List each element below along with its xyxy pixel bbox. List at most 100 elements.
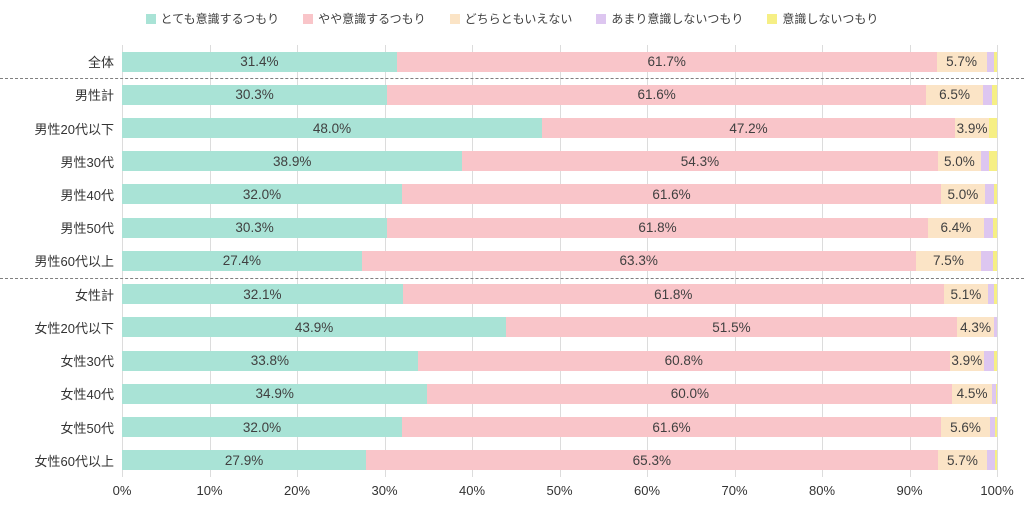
bar-segment: 38.9% [122, 151, 463, 172]
bar-segment: 4.3% [956, 317, 995, 338]
x-axis-tick-label: 50% [546, 483, 573, 498]
chart-row: 男性計 30.3% 61.6% 6.5% [0, 78, 1024, 111]
bar-segment: 63.3% [361, 250, 916, 271]
chart-row: 男性20代以下 48.0% 47.2% 3.9% [0, 111, 1024, 144]
chart-row: 男性50代 30.3% 61.8% 6.4% [0, 211, 1024, 244]
segment-value-label: 63.3% [619, 253, 658, 269]
row-category-label: 女性60代以上 [34, 453, 114, 469]
chart-row: 女性20代以下 43.9% 51.5% 4.3% [0, 311, 1024, 344]
bar-segment: 3.9% [955, 118, 990, 139]
segment-value-label: 54.3% [680, 153, 720, 169]
bar-segment [991, 383, 997, 404]
segment-value-label: 65.3% [632, 452, 671, 468]
row-category-label: 女性50代 [60, 420, 114, 436]
bar-segment: 5.7% [936, 51, 987, 72]
row-category-label: 女性計 [74, 287, 114, 303]
bar-segment [991, 84, 997, 105]
x-axis-tick-label: 100% [980, 483, 1014, 498]
bar-segment: 5.1% [943, 284, 989, 305]
bar-segment: 61.7% [396, 51, 937, 72]
segment-value-label: 51.5% [712, 319, 751, 335]
segment-value-label: 33.8% [250, 353, 290, 369]
segment-value-label: 3.9% [951, 353, 983, 369]
bar-segment: 34.9% [122, 383, 428, 404]
bar-segment [993, 51, 997, 72]
legend-swatch-icon [449, 13, 460, 24]
segment-value-label: 27.4% [222, 253, 262, 269]
x-axis-tick-label: 10% [196, 483, 223, 498]
row-category-label: 男性40代 [60, 187, 114, 203]
segment-value-label: 43.9% [294, 319, 334, 335]
bar-segment: 61.6% [387, 84, 927, 105]
bar-segment [990, 417, 996, 438]
segment-value-label: 6.4% [940, 220, 972, 236]
bar-segment [989, 118, 997, 139]
x-axis-tick-label: 0% [112, 483, 132, 498]
bar-segment: 65.3% [366, 450, 938, 471]
row-category-label: 全体 [87, 55, 114, 71]
bar-segment: 6.5% [926, 84, 983, 105]
stacked-bar: 27.4% 63.3% 7.5% [122, 250, 997, 271]
segment-value-label: 6.5% [939, 87, 970, 103]
chart-row: 女性計 32.1% 61.8% 5.1% [0, 278, 1024, 311]
chart-legend: とても意識するつもり やや意識するつもり どちらともいえない あまり意識しないつ… [0, 10, 1024, 27]
chart-rows: 全体 31.4% 61.7% 5.7% 男性計 30.3% 61.6% 6.5% 男性2… [0, 45, 1024, 477]
bar-segment: 32.0% [122, 184, 402, 205]
bar-segment [983, 350, 994, 371]
x-axis-tick-label: 70% [721, 483, 748, 498]
segment-value-label: 34.9% [255, 386, 294, 402]
segment-value-label: 5.0% [943, 153, 975, 169]
segment-value-label: 30.3% [235, 220, 274, 236]
row-category-label: 男性20代以下 [34, 121, 114, 137]
segment-value-label: 7.5% [933, 253, 964, 269]
row-category-label: 女性40代 [60, 387, 114, 403]
bar-segment [981, 250, 993, 271]
bar-segment: 43.9% [122, 317, 507, 338]
bar-segment: 5.0% [937, 151, 982, 172]
legend-label: とても意識するつもり [160, 12, 280, 26]
segment-value-label: 60.0% [670, 386, 710, 402]
row-category-label: 男性60代以上 [34, 254, 114, 270]
legend-item: どちらともいえない [449, 10, 572, 27]
stacked-bar: 32.1% 61.8% 5.1% [122, 284, 997, 305]
bar-segment: 5.7% [937, 450, 988, 471]
stacked-bar: 27.9% 65.3% 5.7% [122, 450, 997, 471]
segment-value-label: 3.9% [956, 120, 988, 136]
segment-value-label: 60.8% [664, 353, 703, 369]
x-axis-tick-label: 20% [283, 483, 311, 498]
bar-segment: 33.8% [122, 350, 418, 371]
chart-row: 男性60代以上 27.4% 63.3% 7.5% [0, 244, 1024, 277]
bar-segment: 61.8% [402, 284, 944, 305]
gridline [997, 45, 998, 477]
bar-segment [995, 450, 997, 471]
stacked-bar: 34.9% 60.0% 4.5% [122, 383, 997, 404]
chart-row: 女性40代 34.9% 60.0% 4.5% [0, 377, 1024, 410]
row-category-label: 男性計 [74, 88, 114, 104]
bar-segment [981, 151, 990, 172]
segment-value-label: 5.0% [947, 186, 979, 202]
x-axis-tick-label: 30% [371, 483, 398, 498]
segment-value-label: 61.6% [652, 419, 691, 435]
stacked-bar: 43.9% 51.5% 4.3% [122, 317, 997, 338]
segment-value-label: 4.5% [956, 386, 988, 402]
stacked-bar: 32.0% 61.6% 5.0% [122, 184, 997, 205]
bar-segment: 51.5% [506, 317, 957, 338]
segment-value-label: 61.6% [637, 87, 676, 103]
bar-segment [986, 51, 994, 72]
segment-value-label: 38.9% [273, 153, 312, 169]
row-category-label: 男性50代 [60, 221, 114, 237]
segment-value-label: 48.0% [312, 120, 352, 136]
row-category-label: 女性30代 [60, 354, 114, 370]
row-category-label: 男性30代 [60, 154, 114, 170]
stacked-bar: 30.3% 61.6% 6.5% [122, 84, 997, 105]
bar-segment: 5.0% [941, 184, 985, 205]
bar-segment [984, 184, 994, 205]
bar-segment: 3.9% [949, 350, 984, 371]
bar-segment: 61.6% [402, 184, 941, 205]
stacked-bar: 33.8% 60.8% 3.9% [122, 350, 997, 371]
bar-segment: 60.8% [417, 350, 950, 371]
chart-row: 女性30代 33.8% 60.8% 3.9% [0, 344, 1024, 377]
x-axis-tick-label: 40% [458, 483, 486, 498]
bar-segment: 7.5% [915, 250, 982, 271]
legend-item: あまり意識しないつもり [596, 10, 743, 27]
